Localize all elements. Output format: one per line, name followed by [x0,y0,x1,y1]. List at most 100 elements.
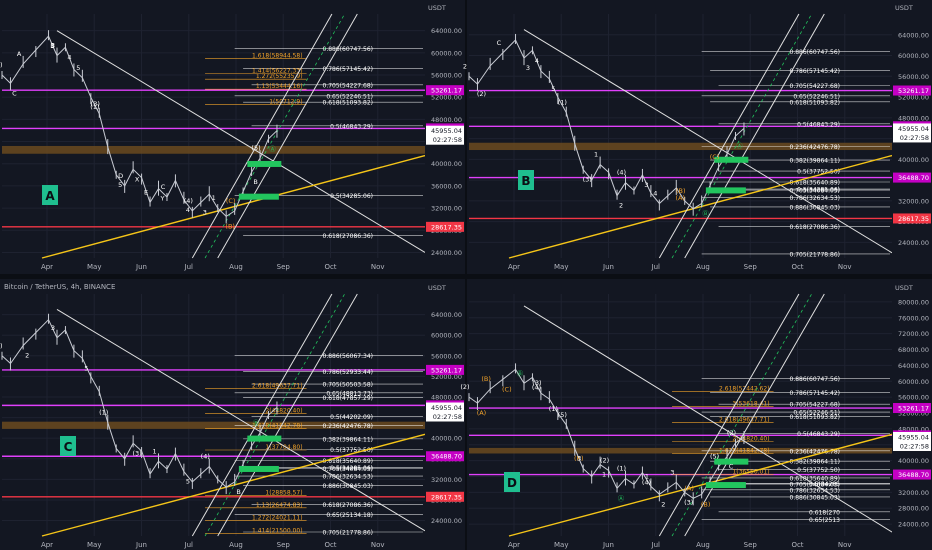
extension-level-label: 1.414(56227.33) [252,68,303,75]
price-tag-label: 45955.04 [898,433,929,441]
fib-level-label: 0.382(39864.11) [790,158,841,165]
fib-level-label: 0.618(51093.82) [790,414,841,421]
x-tick-label: Jun [602,541,614,549]
price-tag-label: 02:27:58 [900,442,929,450]
x-tick-label: Aug [696,263,710,271]
price-tag-label: 53261.17 [898,405,929,413]
wave-label: 1 [645,472,649,480]
y-tick-label: 52000.00 [431,94,462,102]
wave-label: 5 [186,478,190,486]
x-tick-label: Nov [371,263,385,271]
price-tag-label: 36488.70 [898,174,929,182]
price-line [1,318,278,488]
price-tag-countdown [893,132,931,143]
extension-level-label: 1.272(55235.9) [256,73,303,80]
y-tick-label: 32000.00 [898,197,929,205]
fib-level-label: 0.886(56067.34) [323,353,374,360]
wave-label: C [729,463,734,471]
x-tick-label: Nov [371,541,385,549]
y-tick-label: 56000.00 [898,73,929,81]
wave-label: (B) [225,222,235,230]
x-tick-label: Aug [229,263,243,271]
fib-level-label: 0.786(52933.44) [323,369,374,376]
wave-label: (A) [676,194,686,202]
panel-B: Apr May Jun Jul Aug Sep Oct Nov 0.886(60747.56) 0… [463,0,932,272]
x-tick-label: May [87,541,101,549]
descending-trendline [523,29,893,254]
axis-unit-label: USDT [895,4,913,12]
wave-label: 3 [51,42,55,50]
price-tag-label: 45955.04 [898,125,929,133]
price-tag-current [426,402,464,413]
y-tick-label: 32000.00 [431,476,462,484]
fib-level-label: 0.786(32634.53) [790,195,841,202]
x-tick-label: Oct [324,541,336,549]
price-tag-red [426,221,464,232]
wave-label: 2 [661,500,665,508]
wave-label: (B) [481,375,491,383]
fib-level-label: 0.705(50503.58) [323,382,374,389]
channel-line-upper [684,13,825,259]
price-tag-countdown [426,134,464,145]
y-tick-label: 48000.00 [898,425,929,433]
extension-level-label: 1.272(24021.11) [252,514,303,521]
price-tag-label: 28617.35 [898,215,929,223]
extension-level-label: 2(44820.40) [265,407,302,414]
channel-line-upper [684,293,825,537]
panel-badge-letter: D [507,476,517,490]
price-line [468,39,745,210]
extension-level-label: 2.618(49637.71) [719,416,770,423]
wave-label: E [144,189,148,197]
y-tick-label: 40000.00 [431,435,462,443]
fib-level-label: 0.618(27086.36) [790,224,841,231]
wave-label: (1) [558,99,567,107]
fib-level-label: 0.5(46843.29) [797,121,840,128]
price-tag-label: 36488.70 [431,453,462,461]
fib-level-label: 0.5(34285.06) [330,193,373,200]
x-tick-label: Nov [838,541,852,549]
extension-level-label: 1.618(41842.78) [719,447,770,454]
price-tag-magenta [426,364,464,375]
y-tick-label: 64000.00 [898,362,929,370]
channel-line-mid [671,293,812,537]
fib-level-label: 0.618(35640.89) [790,179,841,186]
wave-label: (3) [684,498,693,506]
extension-level-label: 1.13(26474.83) [256,502,303,509]
price-tag-label: 45955.04 [431,127,462,135]
y-tick-label: 60000.00 [431,49,462,57]
price-tag-magenta [893,403,931,414]
x-tick-label: Apr [41,541,53,549]
fib-level-label: 0.705(54227.68) [790,83,841,90]
fib-level-label: 0.786(57145.42) [790,390,841,397]
y-tick-label: 52000.00 [898,410,929,418]
axis-unit-label: USDT [428,4,446,12]
panel-badge-letter: B [521,174,530,188]
price-tag-label: 28617.35 [431,493,462,501]
target-zone [714,156,749,163]
channel-line-lower [191,293,333,537]
extension-level-label: 3(53618.41) [732,401,769,408]
fib-level-label: 0.65(25134.18) [326,512,373,519]
panel-D: Apr May Jun Jul Aug Sep Oct Nov 0.886(60747.56) 0… [460,280,932,550]
target-zone [247,435,282,442]
fib-level-label: 0.705(54227.68) [790,402,841,409]
channel-line-mid [204,13,345,259]
x-tick-label: Apr [508,263,520,271]
target-zone [238,465,279,472]
price-tag-countdown [893,440,931,451]
fib-level-label: 0.786(57145.42) [790,68,841,75]
x-tick-label: Jul [651,541,661,549]
wave-label: 4 [535,57,539,65]
wave-label: Ⓐ [269,145,276,153]
wave-label: 3 [203,209,207,217]
fib-level-label: 0.382(39864.11) [790,459,841,466]
wave-label: (1) [549,405,558,413]
fib-level-label: 0.618(27086.36) [323,233,374,240]
wave-label: (1) [99,409,108,417]
channel-line-upper [217,293,358,537]
target-zone [705,187,746,194]
wave-label: (2) [600,457,609,465]
panel-C: Apr May Jun Jul Aug Sep Oct Nov 0.886(56067.34) 0… [0,280,465,550]
ascending-trendline [41,154,426,259]
x-tick-label: Nov [838,263,852,271]
